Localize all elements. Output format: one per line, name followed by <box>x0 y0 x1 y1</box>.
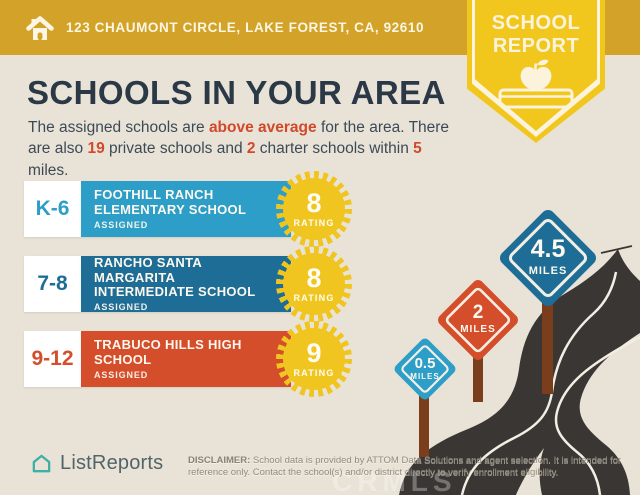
intro-highlight: above average <box>208 119 317 136</box>
intro-highlight: 2 <box>246 140 256 158</box>
school-list: K-6 FOOTHILL RANCH ELEMENTARY SCHOOL ASS… <box>24 171 376 397</box>
school-name: RANCHO SANTA MARGARITA INTERMEDIATE SCHO… <box>94 254 256 300</box>
intro-segment: for the area. There are also <box>28 119 450 158</box>
school-name: TRABUCO HILLS HIGH SCHOOL <box>94 337 242 367</box>
brand-name: ListReports <box>60 452 164 474</box>
school-bar: TRABUCO HILLS HIGH SCHOOL ASSIGNED <box>81 331 291 387</box>
apple-icon <box>520 59 552 90</box>
rating-label: RATING <box>293 368 335 378</box>
road-vanishing-line <box>600 245 633 254</box>
badge-line1: SCHOOL <box>491 12 581 34</box>
assigned-label: ASSIGNED <box>94 302 149 313</box>
intro-segment: miles. <box>28 161 69 179</box>
rating-seal: 8 RATING <box>276 171 352 247</box>
disclaimer-text: DISCLAIMER: School data is provided by A… <box>188 455 632 480</box>
intro-segment: private schools and <box>104 140 247 158</box>
distance-sign-0-5-miles: 0.5 MILES <box>394 338 456 400</box>
page-title: SCHOOLS IN YOUR AREA <box>27 74 446 111</box>
grade-range: 9-12 <box>24 331 81 387</box>
book-icon <box>498 88 574 109</box>
assigned-label: ASSIGNED <box>94 219 149 230</box>
sign-post-small <box>419 393 429 457</box>
badge-title: SCHOOL REPORT <box>467 12 605 58</box>
rating-seal: 8 RATING <box>276 246 352 322</box>
disclaimer-label: DISCLAIMER: <box>188 455 251 466</box>
distance-unit: MILES <box>410 372 439 381</box>
school-name: FOOTHILL RANCH ELEMENTARY SCHOOL <box>94 187 247 217</box>
rating-value: 8 <box>306 188 322 218</box>
listreports-house-icon <box>32 454 51 473</box>
rating-value: 9 <box>306 338 322 368</box>
home-icon <box>26 15 54 40</box>
sign-post-large <box>542 295 553 394</box>
sign-post-medium <box>473 345 483 402</box>
intro-text: The assigned schools are above average f… <box>28 117 466 181</box>
school-row-high: 9-12 TRABUCO HILLS HIGH SCHOOL ASSIGNED … <box>24 321 376 397</box>
rating-value: 8 <box>306 263 322 293</box>
distance-value: 4.5 <box>531 235 566 263</box>
distance-unit: MILES <box>460 324 496 335</box>
intro-highlight: 19 <box>87 140 105 158</box>
school-row-elementary: K-6 FOOTHILL RANCH ELEMENTARY SCHOOL ASS… <box>24 171 376 247</box>
intro-segment: The assigned schools are <box>28 119 209 136</box>
distance-unit: MILES <box>529 265 568 277</box>
distance-value: 2 <box>473 302 484 323</box>
assigned-label: ASSIGNED <box>94 369 149 380</box>
property-address: 123 CHAUMONT CIRCLE, LAKE FOREST, CA, 92… <box>66 20 425 35</box>
intro-segment: charter schools within <box>255 140 414 158</box>
road-lane-line-right <box>554 335 640 495</box>
rating-seal: 9 RATING <box>276 321 352 397</box>
school-row-intermediate: 7-8 RANCHO SANTA MARGARITA INTERMEDIATE … <box>24 246 376 322</box>
rating-label: RATING <box>293 293 335 303</box>
disclaimer-body: School data is provided by ATTOM Data So… <box>188 455 622 479</box>
road-surface <box>399 249 640 495</box>
school-bar: FOOTHILL RANCH ELEMENTARY SCHOOL ASSIGNE… <box>81 181 291 237</box>
distance-sign-4-5-miles: 4.5 MILES <box>499 209 597 307</box>
distance-value: 0.5 <box>415 355 436 372</box>
crmls-watermark: CRMLS <box>332 466 457 495</box>
school-report-badge: SCHOOL REPORT <box>467 0 605 143</box>
grade-range: 7-8 <box>24 256 81 312</box>
listreports-logo: ListReports <box>30 452 163 475</box>
intro-highlight: 5 <box>413 140 422 158</box>
badge-line2: REPORT <box>492 35 580 57</box>
grade-range: K-6 <box>24 181 81 237</box>
distance-sign-2-miles: 2 MILES <box>438 280 518 360</box>
rating-label: RATING <box>293 218 335 228</box>
school-bar: RANCHO SANTA MARGARITA INTERMEDIATE SCHO… <box>81 254 291 313</box>
